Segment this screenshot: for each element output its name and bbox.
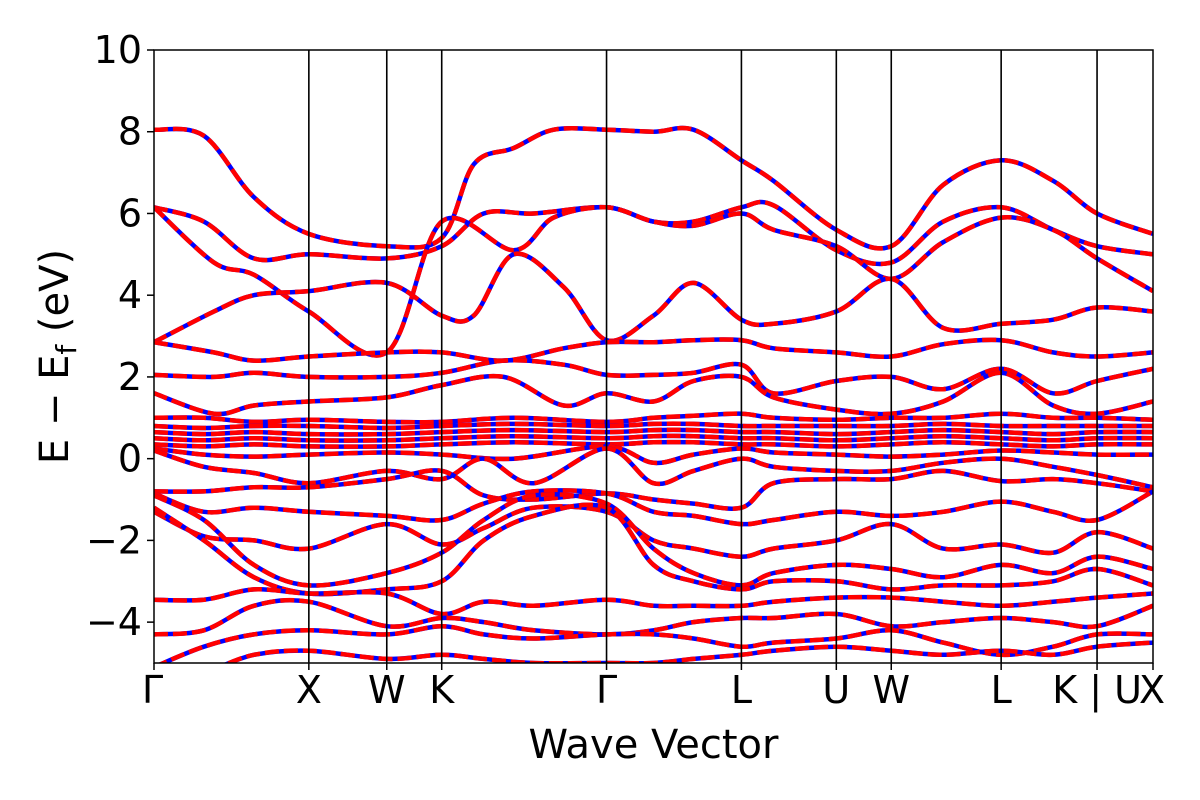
band-line-solid-6 xyxy=(154,370,1153,417)
y-tick-label: −4 xyxy=(86,600,142,644)
band-line-solid-3 xyxy=(154,251,1153,345)
band-line-dashed-14 xyxy=(154,468,1153,511)
kpoint-divider-lines xyxy=(308,50,1098,663)
y-tick-label: 2 xyxy=(118,355,142,399)
y-tick-label: 8 xyxy=(118,110,142,154)
x-tick-label: L xyxy=(991,668,1012,712)
band-line-dashed-15 xyxy=(154,488,1153,527)
band-line-dashed-4 xyxy=(154,337,1153,363)
band-line-dashed-17 xyxy=(154,492,1153,588)
x-tick-label: Γ xyxy=(596,668,617,712)
band-line-dashed-19 xyxy=(154,587,1153,617)
band-line-dashed-6 xyxy=(154,370,1153,417)
bands-layer xyxy=(154,125,1153,663)
x-tick-label: W xyxy=(872,668,910,712)
band-line-dashed-1 xyxy=(154,199,1153,267)
band-line-dashed-0 xyxy=(154,125,1153,251)
x-tick-label: K | U xyxy=(1052,668,1142,713)
x-tick-label: X xyxy=(296,668,322,712)
x-tick-label: K xyxy=(429,668,455,712)
y-tick-label: 6 xyxy=(118,191,142,235)
plot-frame xyxy=(153,49,1154,664)
y-tick-label: −2 xyxy=(86,518,142,562)
y-tick-label: 4 xyxy=(118,273,142,317)
band-line-dashed-5 xyxy=(154,358,1153,396)
x-tick-label: U xyxy=(822,668,850,712)
band-line-dashed-18 xyxy=(154,502,1153,597)
band-line-dashed-16 xyxy=(154,504,1153,559)
y-tick-label: 10 xyxy=(94,28,142,72)
x-tick-label: W xyxy=(368,668,406,712)
band-line-dashed-22 xyxy=(223,640,1153,663)
band-line-solid-2 xyxy=(154,205,1153,358)
band-line-dashed-21 xyxy=(157,623,1153,663)
y-axis-ticks: −4 −2 0 2 4 6 8 10 xyxy=(86,28,154,644)
band-line-dashed-2 xyxy=(154,205,1153,358)
x-tick-label: Γ xyxy=(142,668,163,712)
band-line-solid-15 xyxy=(154,488,1153,527)
band-line-dashed-20 xyxy=(154,597,1153,637)
band-line-dashed-13 xyxy=(154,446,1153,490)
band-line-dashed-3 xyxy=(154,251,1153,345)
x-axis-label: Wave Vector xyxy=(529,722,780,768)
x-tick-label: L xyxy=(731,668,752,712)
y-axis-label: E − Ef (eV) xyxy=(32,249,83,464)
x-tick-label: X xyxy=(1139,668,1165,712)
y-tick-label: 0 xyxy=(118,437,142,481)
